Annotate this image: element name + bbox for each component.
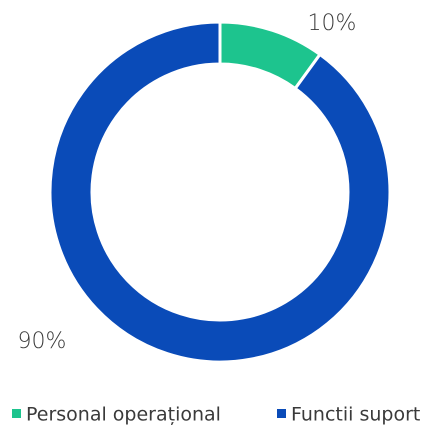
legend-label: Personal operațional xyxy=(26,404,221,426)
value-label: 90% xyxy=(18,329,67,354)
legend-marker xyxy=(277,409,286,418)
legend-label: Functii suport xyxy=(291,404,420,426)
donut-segment xyxy=(48,20,392,364)
legend-marker xyxy=(12,409,21,418)
value-label: 10% xyxy=(308,11,357,36)
